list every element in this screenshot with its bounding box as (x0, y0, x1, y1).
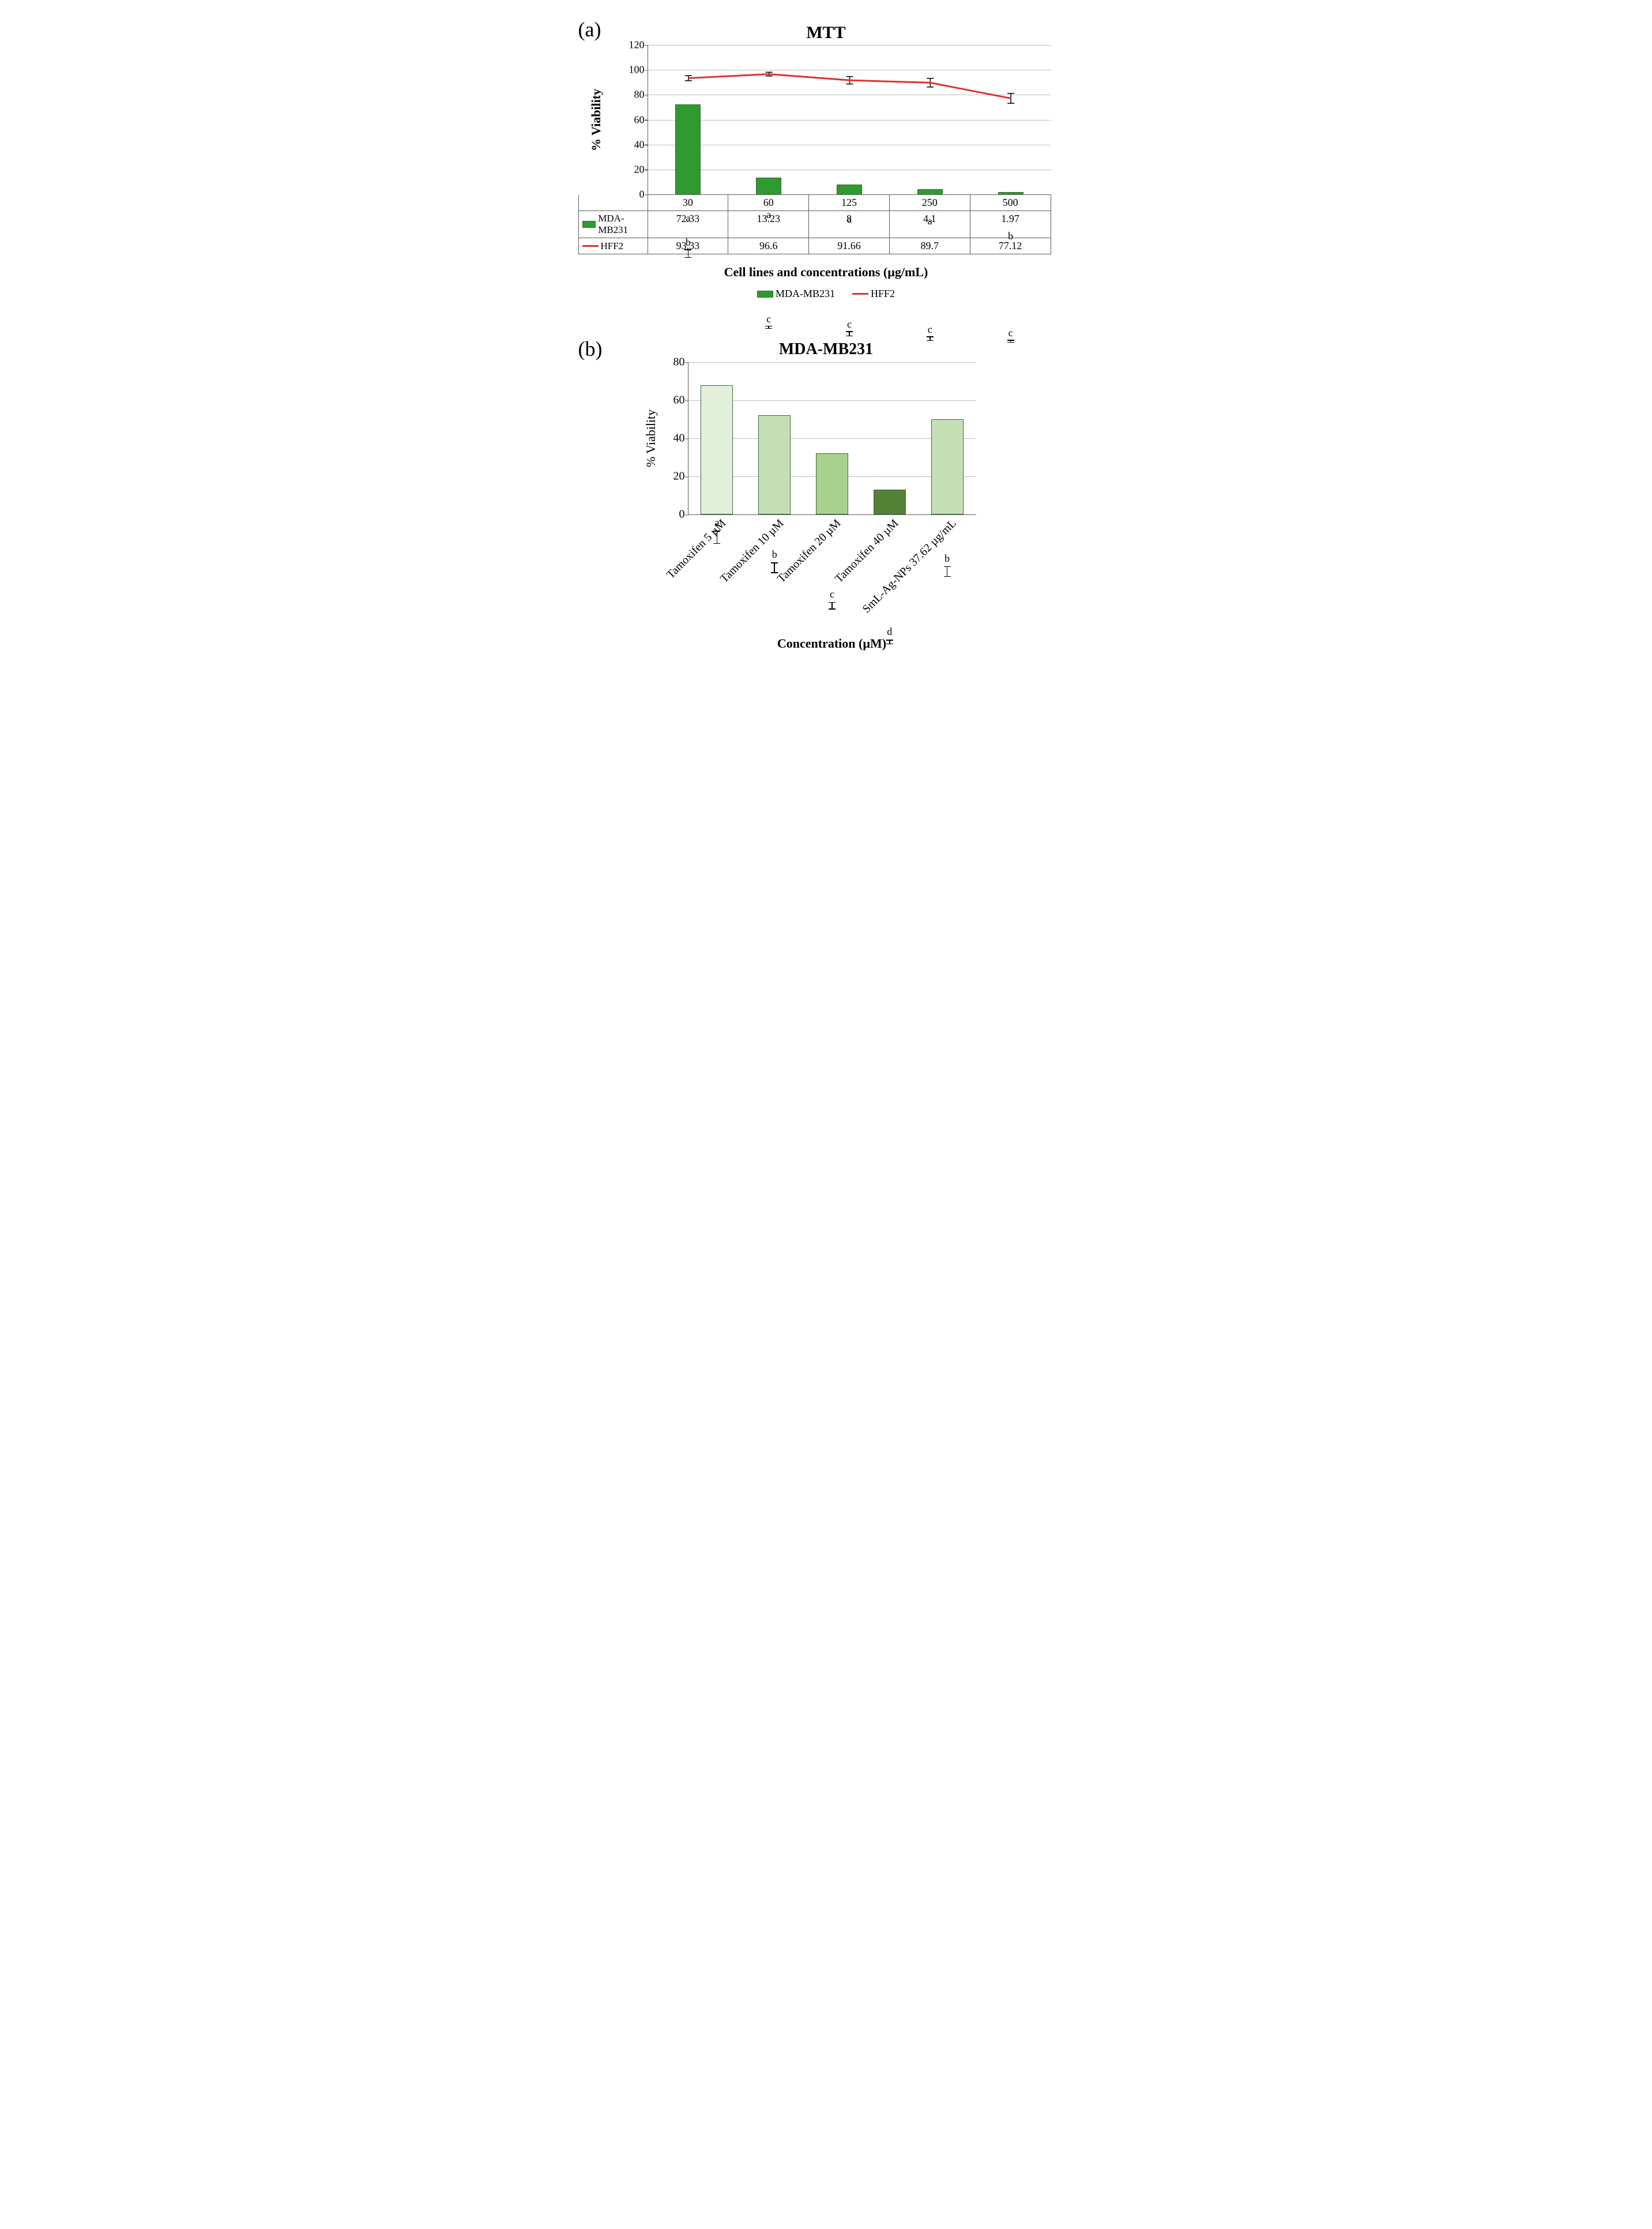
legend-label-bar: MDA-MB231 (776, 288, 835, 300)
legend-swatch-bar (757, 291, 773, 298)
panel-a-xlabel: Cell lines and concentrations (µg/mL) (578, 265, 1074, 280)
table-cell: 60 (728, 195, 809, 211)
ytick: 20 (624, 163, 645, 175)
ytick: 80 (624, 89, 645, 101)
chart-b-plot: % Viability 020406080aTamoxifen 5 µMbTam… (688, 362, 976, 515)
line-series (648, 45, 1051, 194)
significance-letter: a (928, 215, 932, 227)
table-cell: 500 (970, 195, 1051, 211)
table-cell: 96.6 (728, 238, 809, 254)
ytick: 120 (624, 39, 645, 51)
panel-b-label: (b) (578, 337, 603, 361)
legend-swatch-line (852, 293, 868, 295)
panel-b-title: MDA-MB231 (578, 340, 1074, 359)
panel-b-xlabel: Concentration (µM) (688, 636, 976, 651)
panel-b-ylabel: % Viability (644, 409, 658, 467)
bar (758, 415, 791, 514)
significance-letter: c (766, 313, 771, 325)
table-cell: 125 (809, 195, 890, 211)
significance-letter: c (1008, 327, 1013, 339)
ytick: 20 (667, 470, 685, 483)
table-row-header: HFF2 (579, 238, 648, 254)
xtick-label: SmL-Ag-NPs 37.62 µg/mL (857, 514, 959, 616)
chart-a-wrap: % Viability 020406080100120bacacacacb (648, 45, 1051, 195)
significance-letter: d (887, 626, 892, 638)
chart-b-wrap: % Viability 020406080aTamoxifen 5 µMbTam… (688, 362, 976, 651)
table-row: MDA-MB23172.3313.2384.11.97 (579, 211, 1051, 238)
significance-letter: a (686, 212, 690, 224)
legend-label-line: HFF2 (871, 288, 895, 300)
table-cell: 30 (648, 195, 729, 211)
ytick: 60 (624, 114, 645, 126)
ytick: 40 (624, 138, 645, 151)
panel-b: (b) MDA-MB231 % Viability 020406080aTamo… (578, 340, 1074, 651)
ytick: 0 (667, 508, 685, 521)
significance-letter: c (928, 324, 932, 336)
significance-letter: b (1008, 230, 1013, 242)
legend-item-bar: MDA-MB231 (757, 288, 835, 300)
table-cell: 91.66 (809, 238, 890, 254)
panel-a: (a) MTT % Viability 020406080100120bacac… (578, 23, 1074, 300)
ytick: 60 (667, 394, 685, 407)
bar (701, 385, 733, 514)
significance-letter: b (772, 548, 777, 561)
panel-a-legend: MDA-MB231 HFF2 (578, 288, 1074, 300)
table-row-header: MDA-MB231 (579, 211, 648, 238)
table-cell: 250 (890, 195, 970, 211)
ytick: 80 (667, 356, 685, 369)
significance-letter: c (830, 588, 834, 600)
bar (874, 490, 906, 514)
panel-a-data-table: 3060125250500MDA-MB23172.3313.2384.11.97… (578, 195, 1051, 254)
chart-a-plot: % Viability 020406080100120bacacacacb (648, 45, 1051, 195)
bar (816, 453, 848, 514)
panel-a-title: MTT (578, 23, 1074, 43)
panel-a-ylabel: % Viability (589, 88, 604, 151)
bar (931, 419, 964, 514)
ytick: 100 (624, 64, 645, 76)
significance-letter: b (944, 552, 950, 565)
legend-item-line: HFF2 (852, 288, 895, 300)
table-row: HFF293.3396.691.6689.777.12 (579, 238, 1051, 254)
significance-letter: c (847, 318, 852, 330)
ytick: 0 (624, 189, 645, 201)
figure: (a) MTT % Viability 020406080100120bacac… (578, 23, 1074, 651)
significance-letter: a (766, 209, 771, 221)
panel-a-label: (a) (578, 17, 601, 42)
table-row: 3060125250500 (579, 195, 1051, 211)
significance-letter: b (686, 236, 691, 249)
ytick: 40 (667, 432, 685, 445)
significance-letter: a (847, 213, 852, 225)
table-cell: 89.7 (890, 238, 970, 254)
